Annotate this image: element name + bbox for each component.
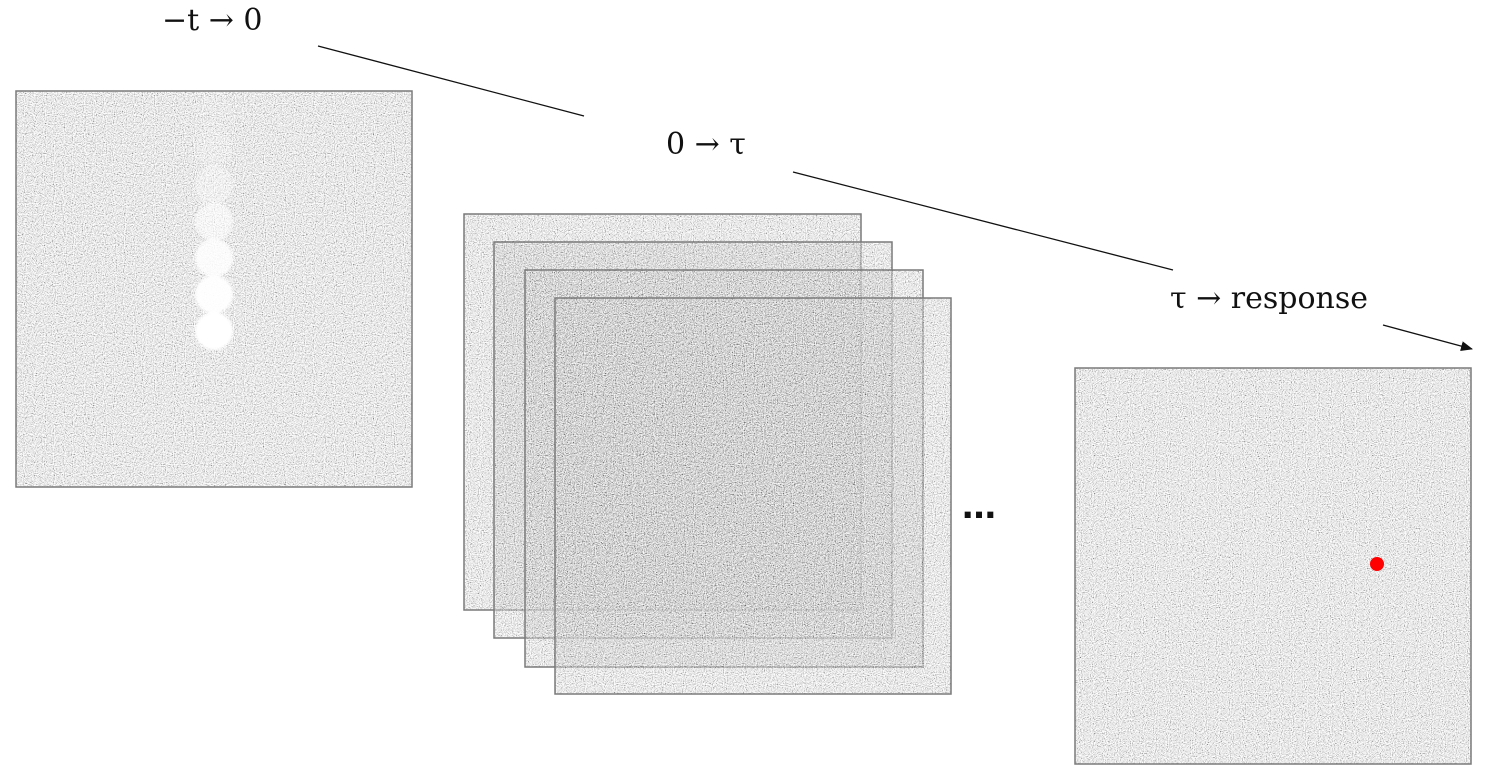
connector-line-1 (317, 45, 585, 117)
stage-label-delay: 0 → τ (666, 127, 746, 162)
stimulus-frame (15, 90, 413, 488)
stage-label-response: τ → response (1170, 281, 1369, 316)
stimulus-disc (195, 202, 233, 241)
stimulus-trail (195, 93, 233, 350)
stimulus-disc (195, 129, 233, 168)
response-frame (1074, 367, 1472, 765)
more-frames-ellipsis: … (962, 487, 996, 527)
noise-frame-stack (463, 213, 952, 695)
stimulus-disc (195, 239, 233, 277)
connector-line-2 (792, 171, 1174, 271)
stimulus-disc (195, 275, 233, 314)
stimulus-disc (195, 312, 233, 350)
stage-label-prestimulus: −t → 0 (162, 3, 263, 38)
response-dot (1370, 557, 1384, 571)
connector-arrow-3 (1382, 324, 1473, 351)
stimulus-disc (195, 166, 233, 204)
noise-frame (554, 297, 952, 695)
stimulus-disc (195, 93, 233, 131)
